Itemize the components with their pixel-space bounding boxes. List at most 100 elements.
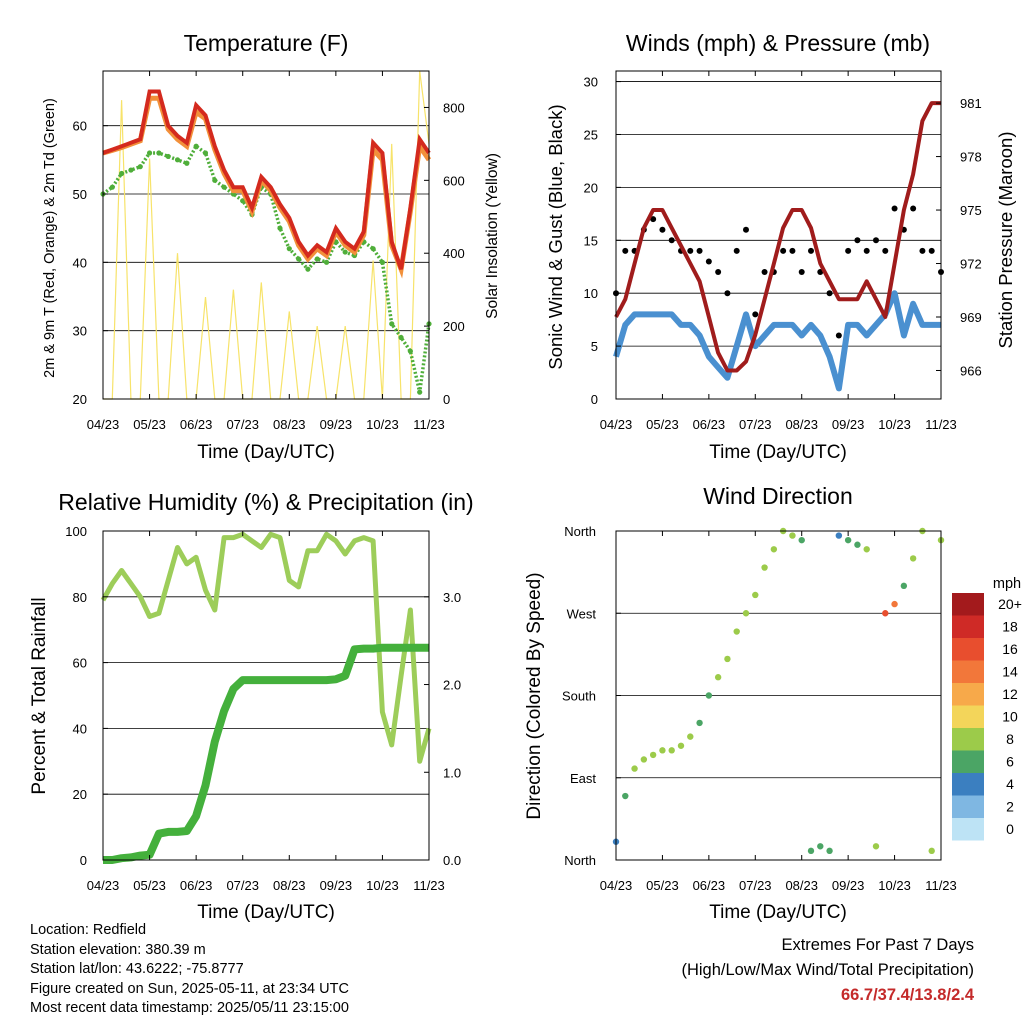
y-tick-label: 40 (73, 721, 87, 736)
colorbar-label: 14 (1002, 664, 1018, 680)
y-tick-label: 0 (591, 392, 598, 407)
extremes-block: Extremes For Past 7 Days (High/Low/Max W… (681, 933, 974, 1008)
colorbar-label: 20+ (998, 596, 1022, 612)
x-tick-label: 10/23 (366, 417, 399, 432)
direction-point (844, 536, 852, 544)
dewpoint-point (407, 348, 413, 354)
gust-point (715, 269, 722, 276)
y-right-tick-label: 978 (960, 150, 982, 165)
direction-point (733, 628, 740, 635)
y-tick-label: 50 (73, 187, 87, 202)
gust-point (705, 258, 712, 265)
colorbar-label: 0 (1006, 821, 1014, 837)
x-axis-label: Time (Day/UTC) (197, 442, 335, 463)
direction-point (687, 733, 694, 740)
direction-point (807, 847, 815, 855)
x-tick-label: 09/23 (320, 417, 353, 432)
x-tick-label: 05/23 (133, 417, 166, 432)
direction-point (817, 843, 824, 850)
direction-point (640, 756, 648, 763)
x-tick-label: 11/23 (925, 878, 957, 893)
series-relative-humidity (100, 531, 432, 764)
x-axis-ticks: 04/23 05/23 06/23 07/23 08/23 09/23 10/23 11/23 (600, 531, 957, 893)
gust-point (724, 290, 731, 297)
figure-created: Figure created on Sun, 2025-05-11, at 23… (30, 980, 349, 997)
panel-title: Temperature (F) (184, 30, 349, 56)
y-tick-label: East (570, 771, 596, 786)
direction-point (752, 591, 759, 599)
panel-title: Winds (mph) & Pressure (mb) (626, 30, 930, 56)
dewpoint-point (398, 334, 404, 341)
y-tick-label: 30 (584, 75, 598, 90)
gust-point (882, 247, 889, 254)
colorbar-swatch (952, 728, 984, 751)
dewpoint-point (212, 177, 218, 183)
colorbar-swatch (952, 638, 984, 661)
x-tick-label: 04/23 (600, 417, 633, 432)
y-tick-label: 20 (73, 392, 87, 407)
plot-area (612, 527, 945, 861)
plot-frame (615, 70, 942, 400)
y-tick-label: West (567, 606, 597, 621)
x-tick-label: 06/23 (693, 417, 726, 432)
colorbar-swatch (952, 818, 984, 841)
dewpoint-point (277, 225, 283, 231)
x-tick-label: 11/23 (413, 417, 445, 432)
x-tick-label: 11/23 (413, 878, 445, 893)
direction-point (835, 532, 843, 539)
station-latlon: Station lat/lon: 43.6222; -75.8777 (30, 961, 244, 977)
dewpoint-point (202, 150, 209, 156)
gust-point (780, 247, 787, 254)
direction-point (900, 582, 908, 590)
x-tick-label: 11/23 (925, 417, 957, 432)
x-axis-ticks: 04/23 05/23 06/23 07/23 08/23 09/23 10/23 11/23 (87, 531, 445, 893)
panel-humidity: Relative Humidity (%) & Precipitation (i… (29, 489, 474, 923)
panel-title: Relative Humidity (%) & Precipitation (i… (58, 489, 473, 515)
dewpoint-point (286, 246, 292, 252)
dewpoint-point (305, 266, 311, 272)
x-tick-label: 06/23 (180, 417, 213, 432)
direction-point (631, 765, 638, 772)
y-right-tick-label: 975 (960, 203, 982, 218)
series-solar-insolation (103, 70, 430, 400)
direction-point (789, 532, 796, 539)
x-tick-label: 09/23 (832, 417, 865, 432)
y-axis-right-label: Solar Insolation (Yellow) (484, 153, 501, 319)
direction-point (649, 751, 657, 759)
x-axis-ticks: 04/23 05/23 06/23 07/23 08/23 09/23 10/23 11/23 (87, 71, 445, 432)
panel-winds: Winds (mph) & Pressure (mb) 0 5 10 15 20 25 30… (545, 30, 1016, 463)
y-right-tick-label: 800 (443, 100, 465, 115)
gust-point (826, 290, 833, 297)
direction-point (705, 692, 713, 699)
panel-wind-direction: Wind Direction North East South West North 0… (524, 483, 1022, 923)
x-tick-label: 08/23 (785, 417, 818, 432)
direction-point (798, 536, 805, 544)
dewpoint-point (314, 256, 320, 262)
colorbar-swatch (952, 660, 984, 683)
direction-point (659, 747, 666, 754)
y-axis-right-ticks: 0.0 1.0 2.0 3.0 (424, 590, 461, 868)
x-tick-label: 08/23 (273, 417, 306, 432)
x-axis-label: Time (Day/UTC) (709, 902, 847, 923)
colorbar-label: 16 (1002, 641, 1018, 657)
plot-area (613, 70, 944, 400)
x-tick-label: 09/23 (832, 878, 865, 893)
y-tick-label: 60 (73, 656, 87, 671)
x-tick-label: 07/23 (226, 417, 259, 432)
y-axis-ticks: 0 5 10 15 20 25 30 (584, 75, 621, 407)
direction-point (891, 600, 898, 608)
series-9m-temperature (102, 95, 432, 279)
gust-point (622, 247, 629, 254)
gust-point (798, 269, 805, 276)
y-tick-label: 5 (591, 339, 598, 354)
direction-point (668, 747, 675, 754)
direction-point (761, 564, 768, 571)
y-right-tick-label: 969 (960, 310, 982, 325)
gust-point (659, 226, 666, 233)
y-tick-label: 20 (584, 180, 598, 195)
y-right-tick-label: 972 (960, 257, 982, 272)
colorbar: 20+ 18 16 14 12 10 8 6 4 2 0 (952, 593, 1022, 841)
plot-area (100, 530, 432, 864)
plot-frame (102, 70, 430, 400)
